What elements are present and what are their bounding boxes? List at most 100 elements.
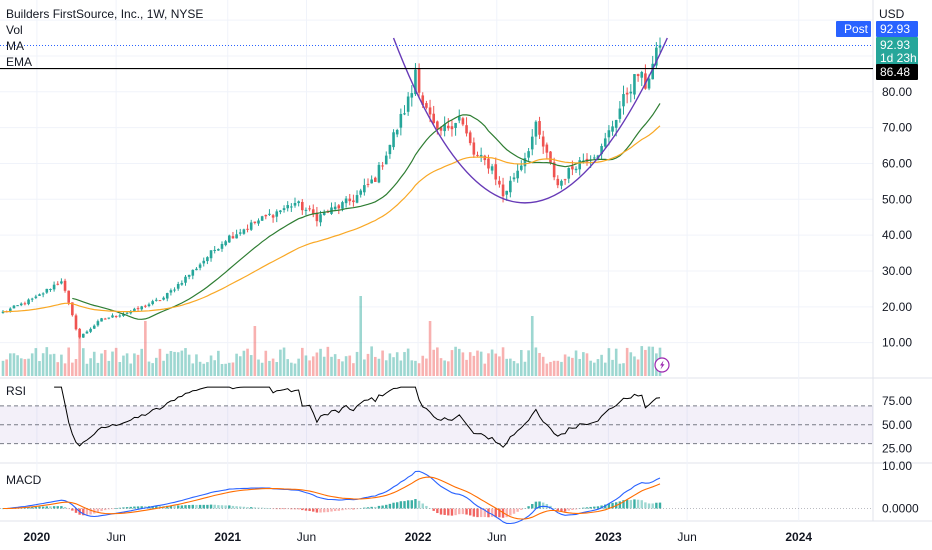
macd-histogram-bar	[618, 501, 622, 509]
currency-label: USD	[879, 7, 905, 21]
candle	[220, 243, 224, 249]
macd-label[interactable]: MACD	[6, 473, 42, 487]
rsi-label[interactable]: RSI	[6, 384, 27, 398]
candle	[279, 210, 282, 213]
candle	[23, 303, 27, 305]
indicator-ma[interactable]: MA	[6, 39, 24, 53]
volume-bar	[377, 358, 381, 376]
candle	[27, 299, 30, 305]
macd-histogram-bar	[41, 506, 45, 509]
macd-histogram-bar	[308, 508, 311, 512]
volume-bar	[520, 350, 523, 376]
volume-bar	[483, 363, 487, 376]
candle	[611, 126, 614, 132]
candle	[224, 241, 227, 246]
price-tick-label: 40.00	[882, 228, 912, 242]
candle	[60, 281, 63, 284]
candle	[355, 195, 359, 203]
candle	[260, 216, 264, 221]
candle	[34, 296, 38, 298]
candle	[454, 123, 457, 128]
candle	[600, 146, 603, 155]
macd-histogram-bar	[589, 506, 592, 509]
volume-bar	[209, 355, 213, 376]
candle	[293, 202, 297, 206]
macd-histogram-bar	[333, 508, 337, 512]
candle	[520, 165, 523, 170]
volume-bar	[60, 354, 63, 376]
macd-histogram-bar	[297, 508, 300, 510]
volume-bar	[140, 348, 143, 376]
candle	[30, 298, 34, 300]
volume-bar	[9, 353, 12, 376]
volume-bar	[5, 359, 8, 376]
volume-bar	[556, 360, 560, 376]
macd-histogram-bar	[118, 507, 121, 509]
candle	[311, 209, 315, 214]
price-tick-label: 60.00	[882, 156, 912, 170]
volume-bar	[381, 350, 384, 376]
candle	[545, 144, 549, 153]
volume-bar	[180, 350, 184, 376]
macd-histogram-bar	[239, 506, 242, 509]
rsi-tick-label: 25.00	[882, 441, 912, 455]
macd-histogram-bar	[571, 508, 574, 511]
macd-histogram-bar	[330, 508, 333, 512]
volume-bar	[264, 350, 268, 376]
rounding-bottom-arc	[392, 37, 668, 204]
macd-histogram-bar	[67, 508, 70, 510]
candle	[217, 249, 220, 251]
macd-histogram-bar	[352, 508, 355, 510]
macd-histogram-bar	[206, 504, 209, 509]
macd-histogram-bar	[461, 508, 465, 515]
macd-histogram-bar	[63, 507, 67, 509]
macd-histogram-bar	[129, 506, 132, 509]
volume-bar	[23, 359, 27, 376]
candle	[439, 127, 443, 131]
volume-bar	[38, 361, 41, 376]
candle	[249, 222, 253, 230]
indicator-vol[interactable]: Vol	[6, 23, 23, 37]
volume-bar	[235, 353, 238, 376]
candle	[603, 138, 607, 147]
last-price-badge	[876, 37, 918, 65]
macd-histogram-bar	[191, 504, 194, 509]
macd-histogram-bar	[202, 504, 205, 509]
candle	[523, 158, 527, 167]
candle	[436, 121, 439, 129]
volume-bar	[315, 352, 319, 376]
macd-histogram-bar	[436, 508, 439, 514]
candle	[290, 206, 293, 208]
candle	[567, 168, 571, 179]
candle	[399, 113, 403, 128]
volume-bar	[355, 351, 359, 376]
candle	[479, 154, 483, 157]
candle	[82, 333, 85, 338]
macd-histogram-bar	[582, 507, 585, 509]
price-tick-label: 20.00	[882, 300, 912, 314]
macd-histogram-bar	[27, 507, 30, 509]
volume-bar	[494, 353, 498, 376]
volume-bar	[603, 362, 607, 376]
volume-bar	[206, 362, 209, 376]
volume-bar	[337, 359, 341, 376]
volume-bar	[111, 351, 114, 376]
macd-histogram-bar	[472, 508, 476, 517]
candle	[253, 221, 257, 223]
time-tick-label: Jun	[487, 530, 506, 544]
candle	[344, 198, 348, 204]
volume-bar	[388, 353, 392, 376]
time-tick-label: 2022	[405, 530, 432, 544]
volume-bar	[195, 354, 198, 376]
volume-bar	[607, 348, 611, 376]
indicator-ema[interactable]: EMA	[6, 55, 33, 69]
macd-histogram-bar	[114, 508, 118, 509]
candle	[494, 164, 498, 180]
volume-bar	[19, 358, 23, 376]
macd-histogram-bar	[228, 505, 231, 509]
macd-histogram-bar	[366, 507, 370, 509]
candle	[516, 170, 519, 179]
candle	[111, 315, 114, 318]
candle	[359, 190, 362, 195]
